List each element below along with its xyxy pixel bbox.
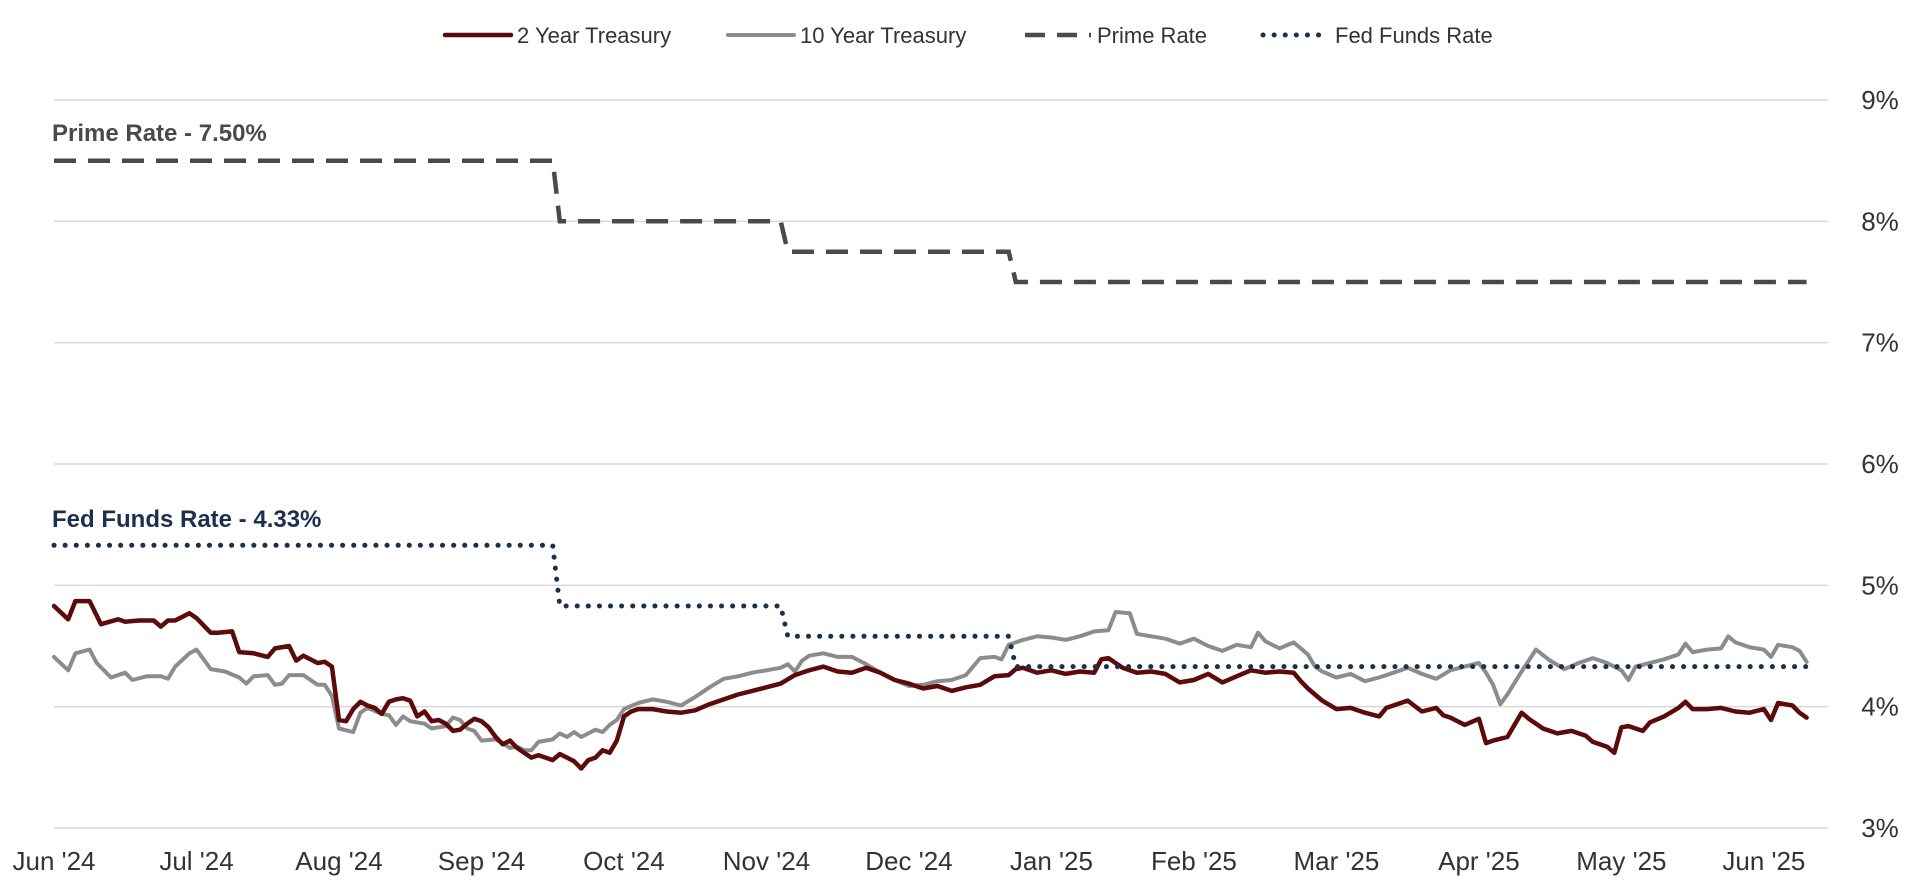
legend-label: 2 Year Treasury bbox=[517, 23, 671, 48]
legend-label: Prime Rate bbox=[1097, 23, 1207, 48]
series-line-fed-funds-rate bbox=[51, 542, 1810, 670]
x-tick-label: Mar '25 bbox=[1293, 846, 1379, 876]
x-tick-label: Aug '24 bbox=[295, 846, 382, 876]
x-tick-label: Jun '24 bbox=[12, 846, 95, 876]
legend: 2 Year Treasury 10 Year Treasury Prime Rat… bbox=[442, 23, 1493, 48]
x-tick-label: Jun '25 bbox=[1722, 846, 1805, 876]
annotation-fed: Fed Funds Rate - 4.33% bbox=[52, 506, 321, 533]
y-tick-label: 7% bbox=[1861, 328, 1899, 358]
y-tick-label: 9% bbox=[1861, 85, 1899, 115]
y-tick-label: 4% bbox=[1861, 692, 1899, 722]
series-line-prime-rate bbox=[54, 158, 1807, 285]
x-tick-label: May '25 bbox=[1576, 846, 1666, 876]
y-tick-label: 6% bbox=[1861, 449, 1899, 479]
series-line-2-year-treasury bbox=[51, 598, 1809, 771]
grid bbox=[54, 99, 1828, 829]
y-axis: 9% 8% 7% 6% 5% 4% 3% bbox=[1861, 85, 1899, 843]
legend-label: 10 Year Treasury bbox=[800, 23, 966, 48]
y-tick-label: 3% bbox=[1861, 813, 1899, 843]
plot-area bbox=[51, 158, 1810, 771]
annotations: Prime Rate - 7.50% Fed Funds Rate - 4.33% bbox=[52, 120, 321, 533]
x-tick-label: Jul '24 bbox=[159, 846, 233, 876]
x-tick-label: Oct '24 bbox=[583, 846, 665, 876]
x-tick-label: Jan '25 bbox=[1010, 846, 1093, 876]
annotation-prime: Prime Rate - 7.50% bbox=[52, 120, 267, 147]
x-tick-label: Apr '25 bbox=[1438, 846, 1520, 876]
series-line-10-year-treasury bbox=[52, 610, 1809, 753]
x-tick-label: Feb '25 bbox=[1151, 846, 1237, 876]
x-tick-label: Dec '24 bbox=[865, 846, 952, 876]
legend-label: Fed Funds Rate bbox=[1335, 23, 1493, 48]
x-axis: Jun '24 Jul '24 Aug '24 Sep '24 Oct '24 Nov '… bbox=[12, 846, 1805, 876]
x-tick-label: Sep '24 bbox=[438, 846, 525, 876]
x-tick-label: Nov '24 bbox=[723, 846, 810, 876]
y-tick-label: 8% bbox=[1861, 206, 1899, 236]
y-tick-label: 5% bbox=[1861, 570, 1899, 600]
